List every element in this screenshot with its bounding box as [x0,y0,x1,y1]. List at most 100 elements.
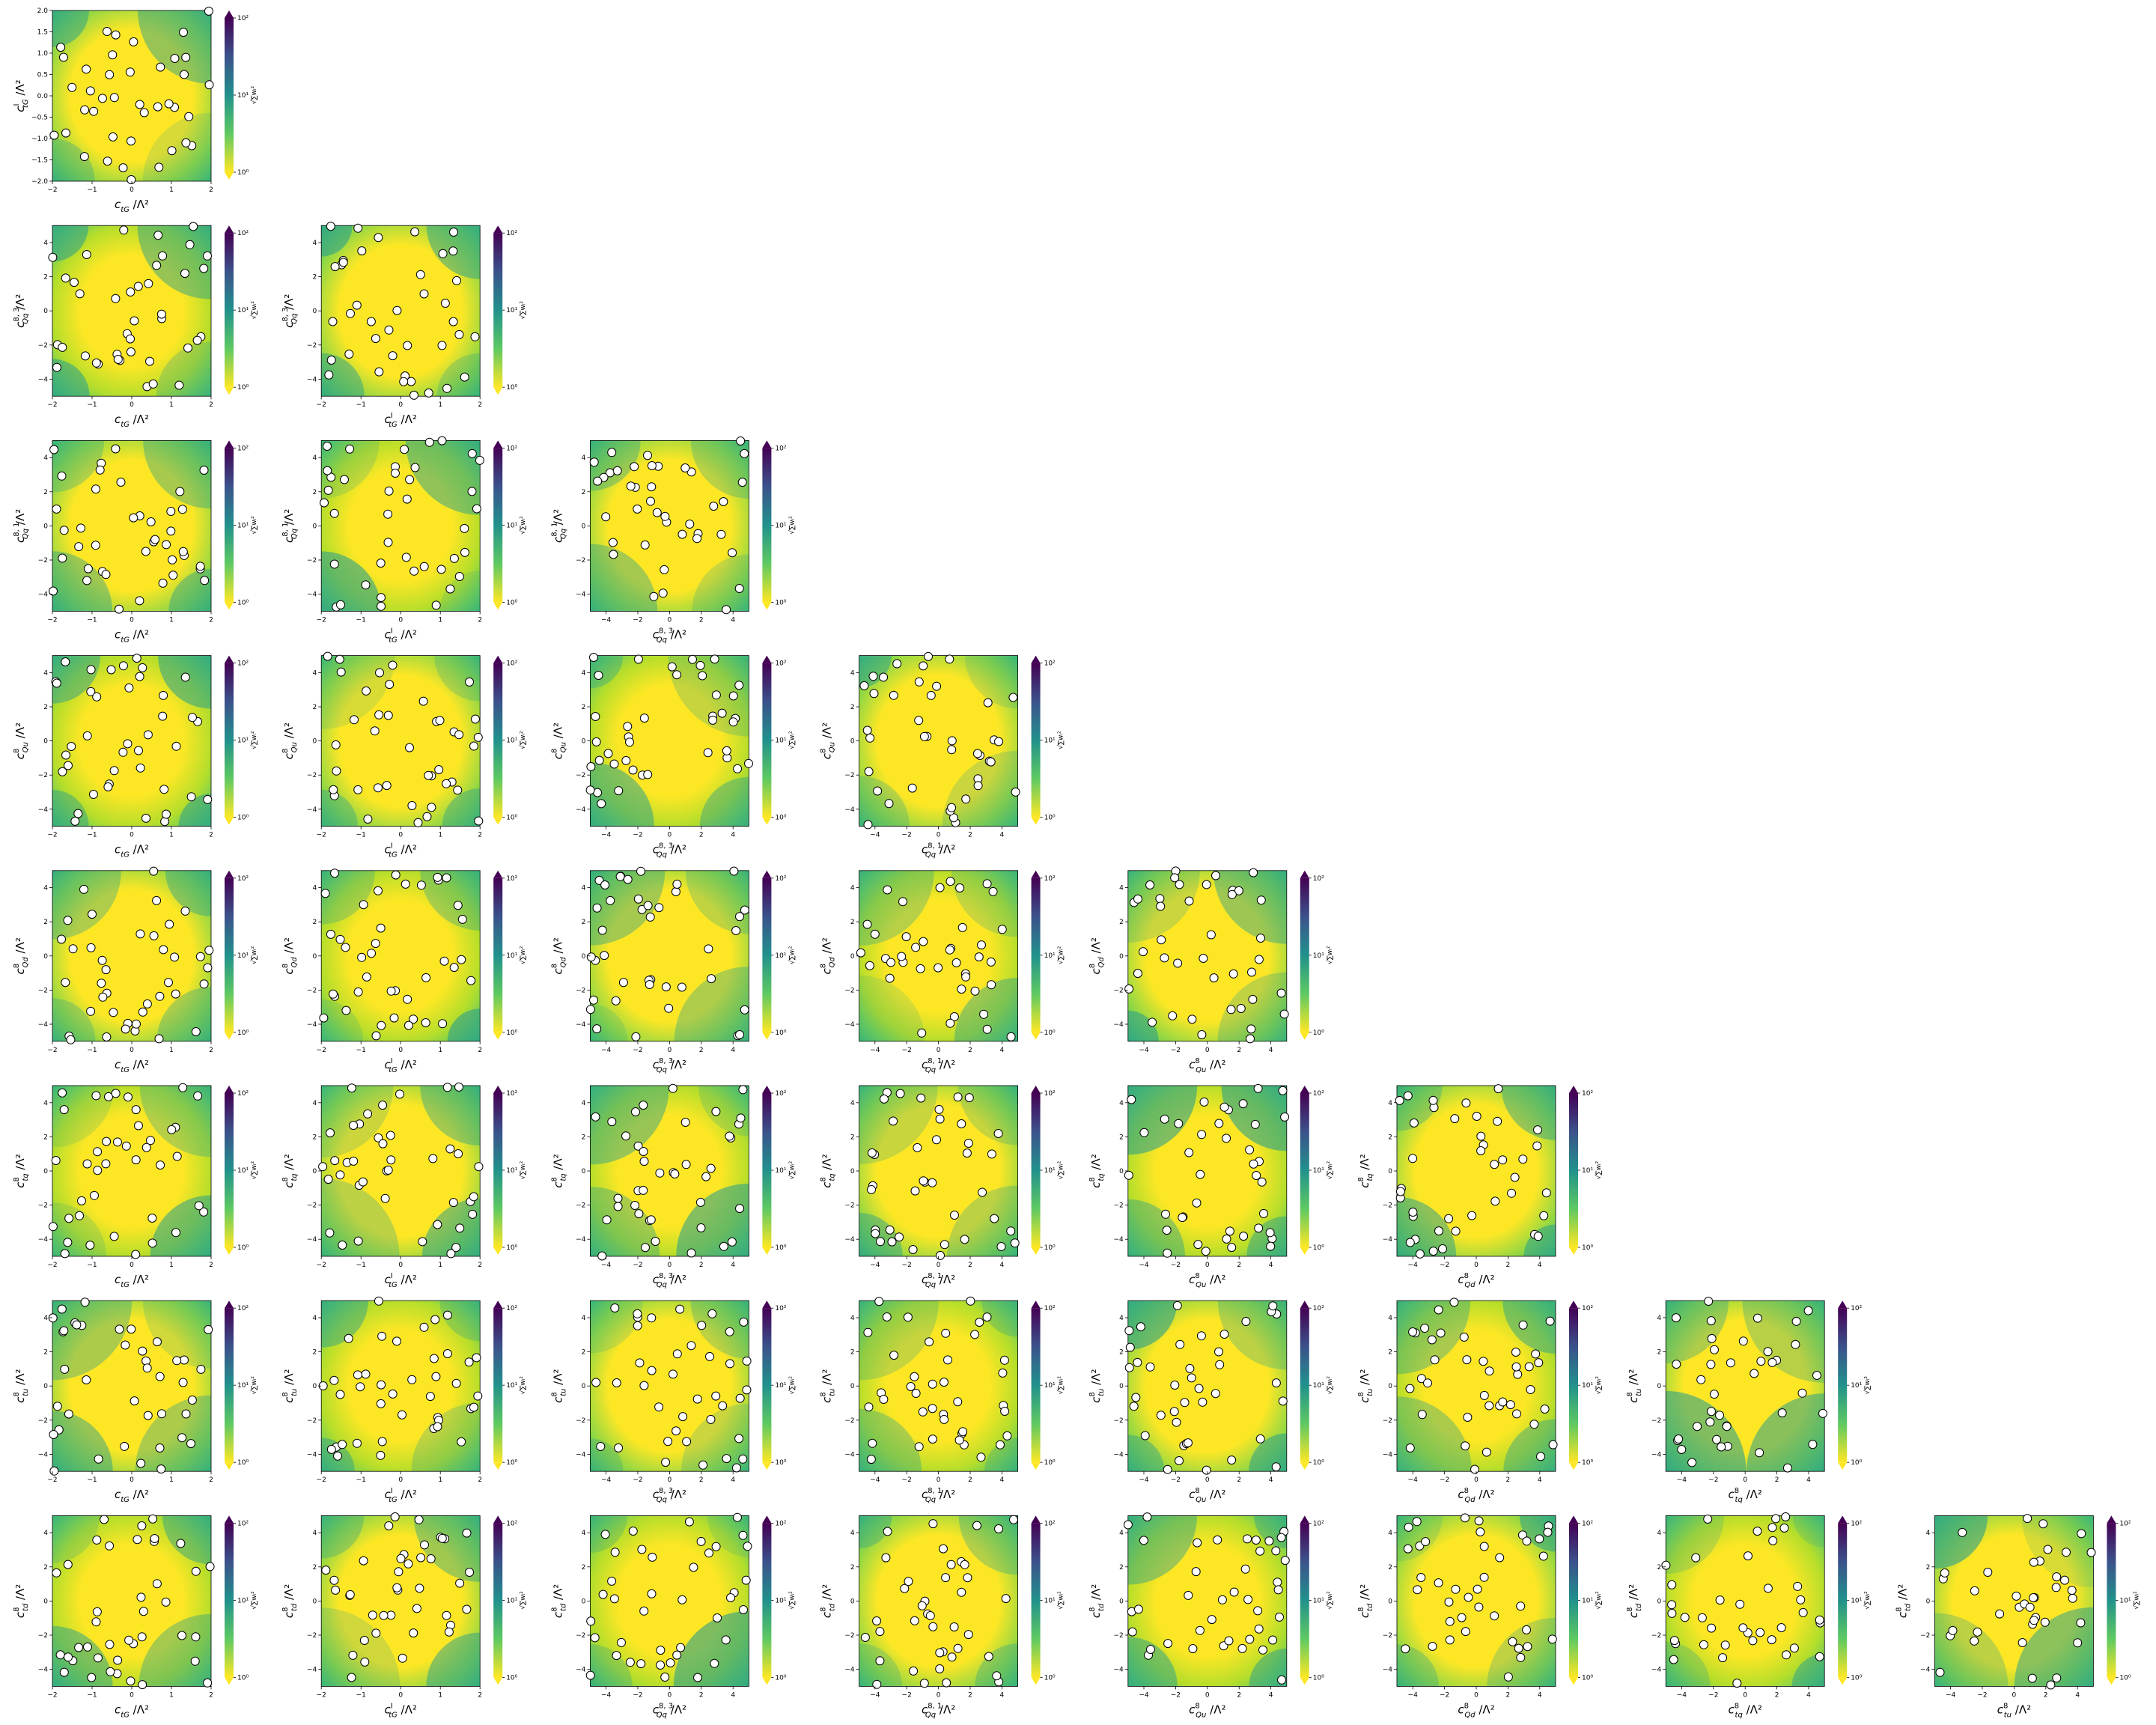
sample-point [863,1327,873,1337]
colorbar [1300,877,1309,1032]
sample-point [887,1237,897,1247]
sample-point [928,1404,937,1414]
y-tick-label: −2 [38,1202,48,1210]
x-tick-label: 1 [169,186,174,194]
sample-point [409,1628,418,1638]
sample-point [645,980,654,989]
sample-point [976,1452,986,1462]
sample-point [1717,1442,1726,1452]
sample-point [52,1568,61,1578]
y-tick-label: −2 [1383,1202,1392,1210]
heatmap-region [1397,1644,1439,1687]
y-tick-label: −4 [307,376,317,383]
sample-point [947,736,957,746]
x-tick-label: −2 [317,1691,326,1699]
sample-point [631,1107,640,1116]
sample-point [59,1326,69,1336]
sample-point [1006,1032,1016,1041]
colorbar-tick-label: 10¹ [1582,1597,1593,1604]
x-tick-label: 0 [130,401,134,409]
y-tick-label: 2 [1119,1134,1124,1141]
heatmap-region [321,870,375,925]
y-tick-label: 2 [582,1564,586,1572]
sample-point [454,572,464,581]
heatmap-region [1127,1637,1178,1687]
sample-point [1451,1584,1461,1594]
sample-point [462,1528,472,1538]
sample-point [191,1027,201,1036]
colorbar-tick-label: 10¹ [1313,1167,1324,1175]
sample-point [999,1355,1009,1365]
axis-label: ctG /Λ² [115,1273,149,1289]
sample-point [925,1611,935,1620]
y-tick-label: −2 [844,987,854,994]
x-tick-label: 4 [731,616,735,624]
sample-point [613,1193,623,1203]
sample-point [104,1092,113,1101]
y-tick-label: 0 [1119,1383,1124,1390]
sample-point [609,759,619,769]
colorbar-tick-label: 10² [775,1090,786,1098]
sample-point [1403,1091,1413,1101]
colorbar-label: √∑wᵢ² [1326,1591,1334,1610]
x-tick-label: 1 [438,1691,442,1699]
y-tick-label: 4 [1119,885,1124,892]
y-tick-label: −2 [1651,1417,1661,1425]
sample-point [1738,1623,1748,1633]
colorbar-tick-label: 10⁰ [2119,1674,2131,1682]
y-tick-label: −2 [38,772,48,779]
colorbar [1569,1523,1578,1678]
sample-point [359,1556,368,1566]
sample-point [55,1650,65,1660]
sample-point [647,482,657,492]
sample-point [141,1143,151,1152]
sample-point [889,690,898,700]
sample-point [118,747,128,757]
sample-point [883,1527,892,1536]
sample-point [48,252,58,262]
sample-point [596,1442,606,1451]
sample-point [1512,1409,1521,1419]
colorbar-tick-label: 10¹ [1313,1597,1324,1604]
sample-point [56,43,66,52]
sample-point [1767,1635,1776,1645]
sample-point [465,677,474,687]
sample-point [681,1160,691,1169]
sample-point [1175,880,1184,889]
sample-point [378,1101,388,1110]
y-tick-label: −4 [844,1451,855,1458]
sample-point [438,1019,448,1029]
sample-point [1796,1595,1806,1604]
sample-point [1791,1339,1800,1349]
heatmap-region [135,1395,211,1472]
y-tick-label: −2 [307,772,317,779]
colorbar [225,663,234,818]
heatmap-region [1501,1086,1556,1140]
y-tick-label: 2 [1657,1564,1661,1572]
sample-point [879,672,889,682]
sample-point [91,541,100,550]
colorbar-tick-label: 10² [237,1305,249,1312]
sample-point [359,1636,369,1645]
sample-point [1131,1393,1141,1402]
axis-label: c8tu /Λ² [1088,1369,1106,1403]
axis-label: c8td /Λ² [1895,1584,1912,1618]
colorbar-tick-label: 10¹ [1044,1167,1056,1175]
sample-point [131,1155,141,1165]
sample-point [374,1296,383,1306]
x-tick-label: −2 [1977,1691,1987,1699]
y-tick-label: 0 [1119,1598,1124,1605]
x-tick-label: −4 [870,1262,880,1269]
sample-point [1193,1538,1202,1548]
colorbar-tick-label: 10¹ [775,952,786,960]
sample-point [1416,1374,1426,1384]
sample-point [2060,1575,2069,1585]
sample-point [918,1407,928,1417]
colorbar-tick-label: 10¹ [506,1382,517,1390]
sample-point [131,1105,141,1115]
sample-point [1000,1407,1010,1416]
y-tick-label: 2 [1388,1564,1392,1572]
sample-point [701,1172,711,1181]
sample-point [1256,934,1265,943]
